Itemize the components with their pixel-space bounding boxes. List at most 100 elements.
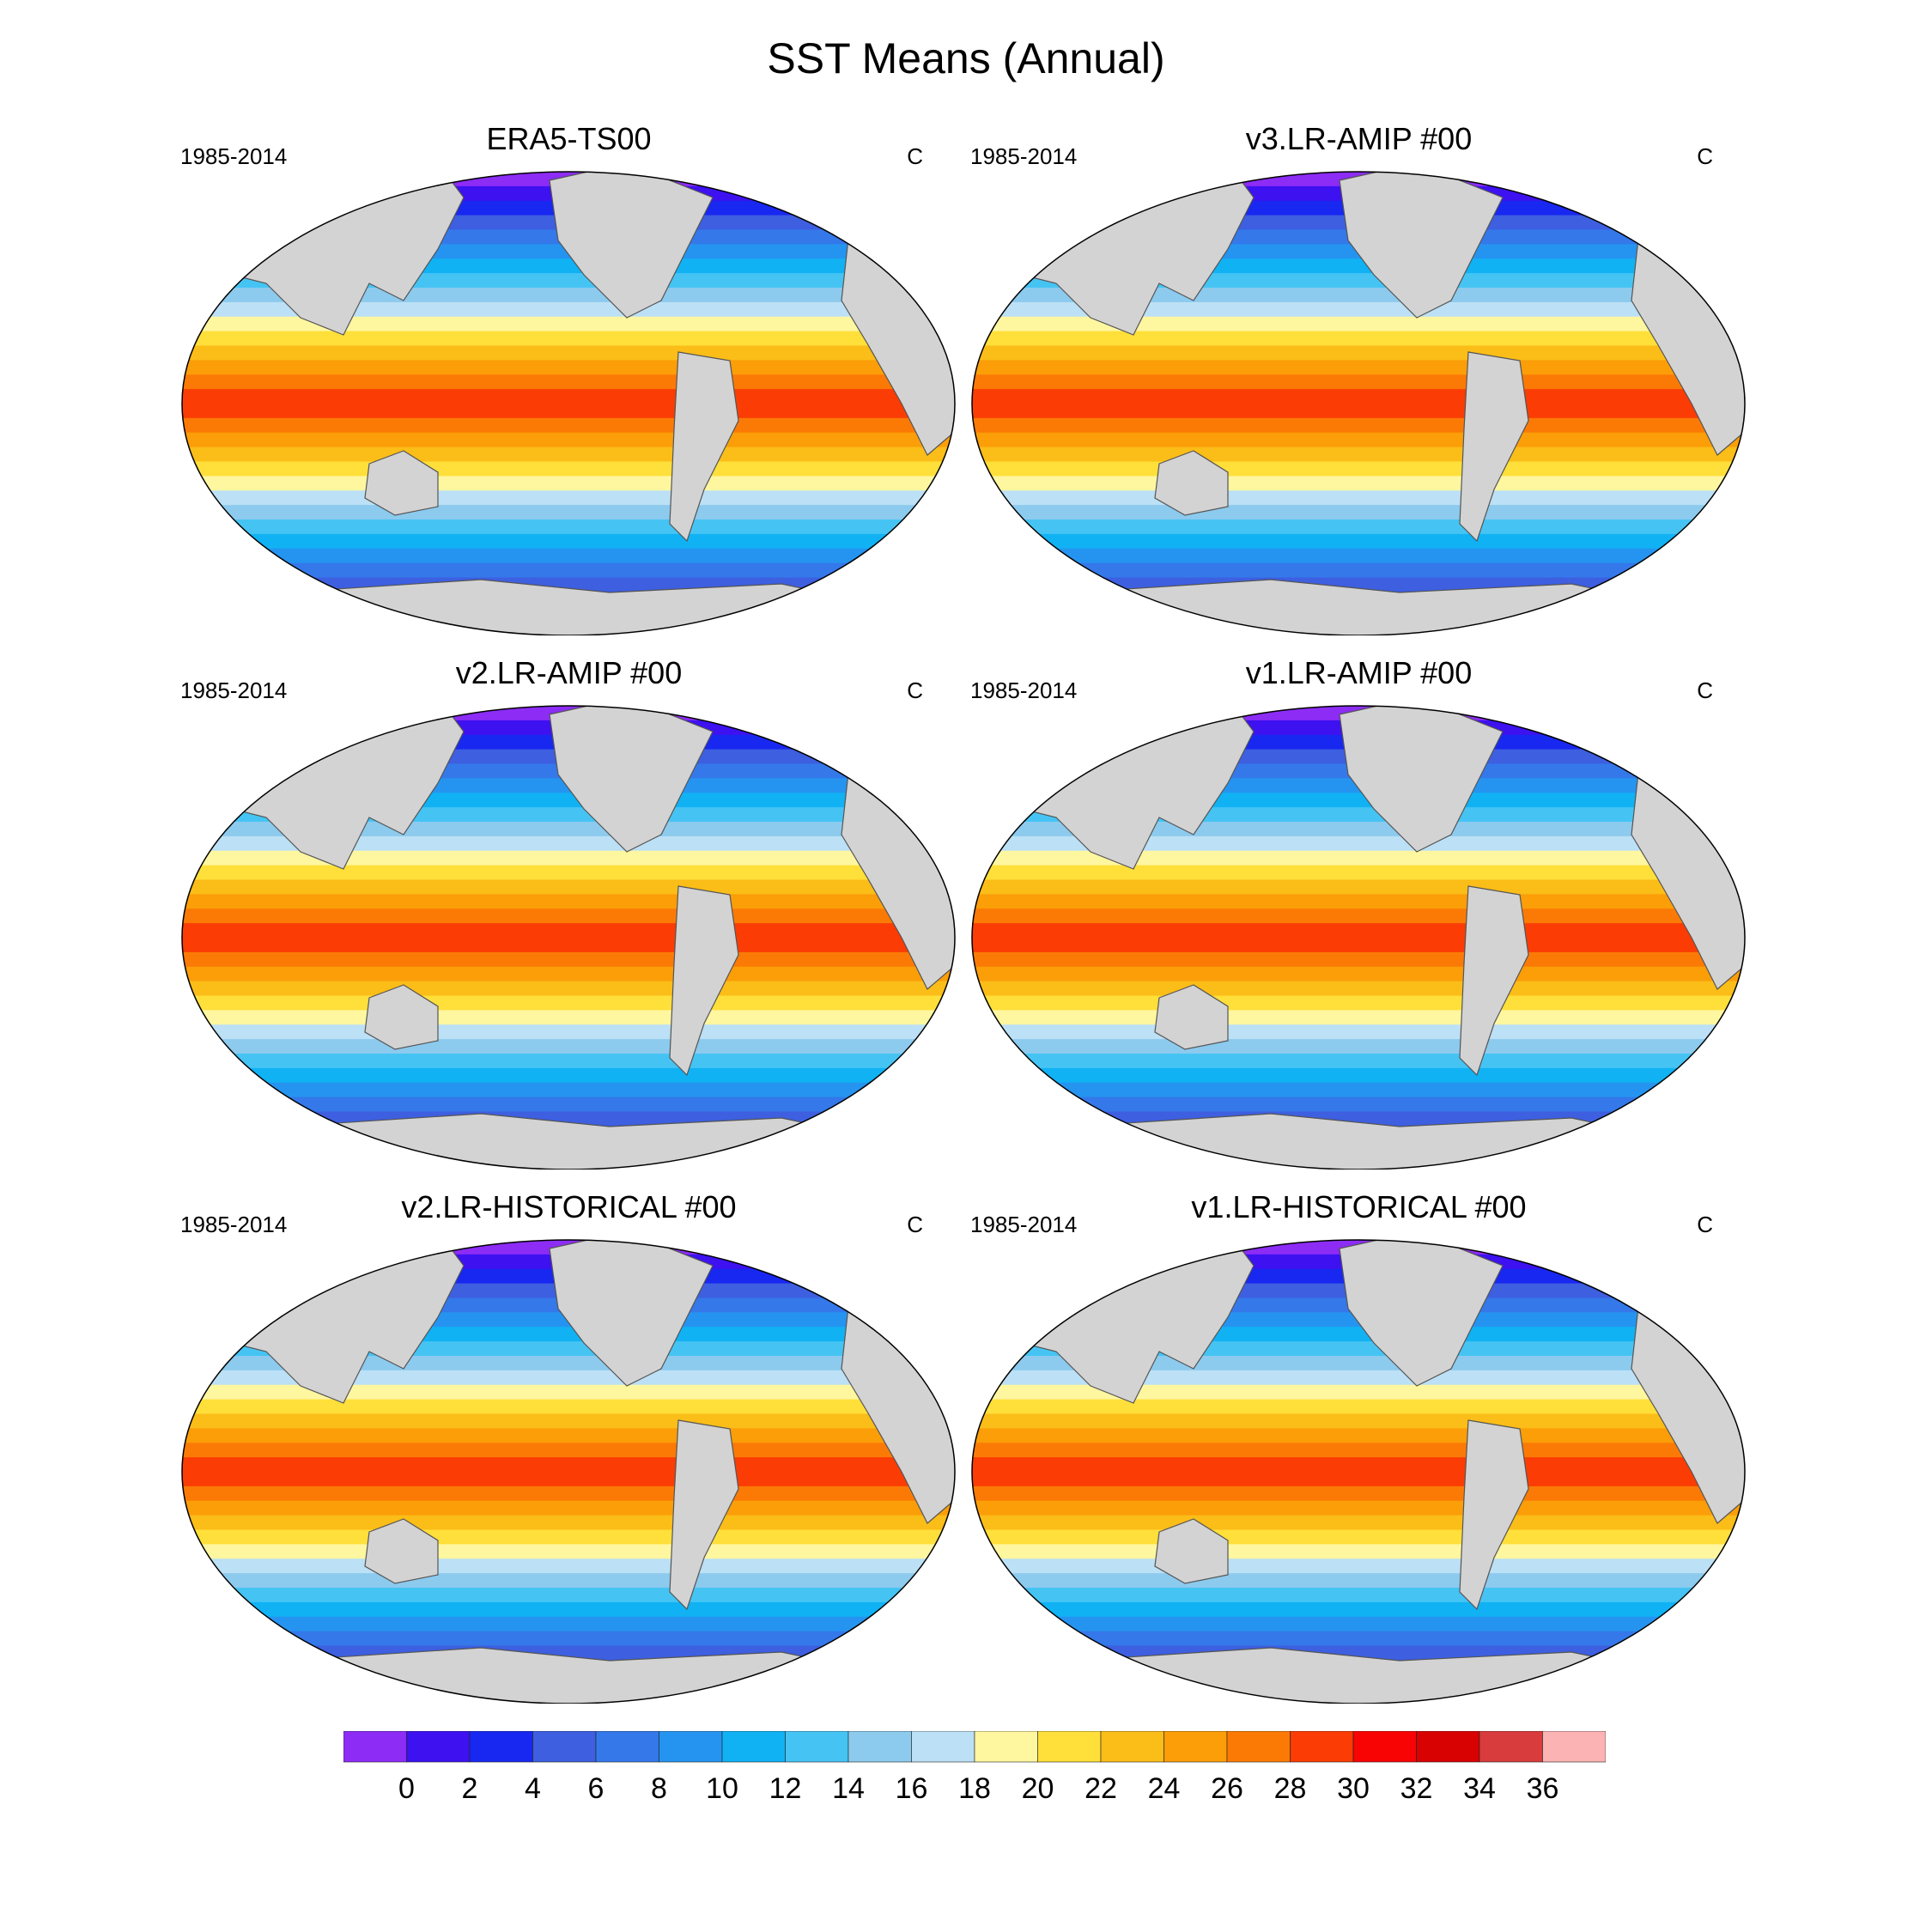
sst-map	[181, 705, 956, 1170]
map-panel: v3.LR-AMIP #00 1985-2014 C	[970, 120, 1747, 635]
sst-band	[972, 1472, 1745, 1487]
panel-units: C	[907, 143, 923, 169]
sst-band	[182, 1024, 955, 1041]
sst-band	[972, 1413, 1745, 1430]
sst-band	[182, 1529, 955, 1546]
sst-band	[182, 417, 955, 434]
sst-band	[972, 995, 1745, 1012]
sst-band	[972, 966, 1745, 982]
sst-band	[972, 1082, 1745, 1098]
sst-band	[972, 879, 1745, 896]
sst-band	[182, 1010, 955, 1026]
land-mass	[1154, 450, 1229, 516]
colorbar-tick-label: 0	[398, 1772, 415, 1805]
sst-band	[182, 1097, 955, 1113]
colorbar-tick-label: 28	[1274, 1772, 1307, 1805]
colorbar-box	[1100, 1731, 1164, 1763]
sst-band	[182, 316, 955, 332]
sst-band	[972, 1384, 1745, 1400]
colorbar-tick-label: 6	[588, 1772, 605, 1805]
map-outline	[971, 171, 1746, 635]
sst-band	[182, 1054, 955, 1069]
sst-band	[972, 1010, 1745, 1026]
sst-band	[972, 476, 1745, 492]
land-mass	[1154, 984, 1229, 1050]
sst-band	[972, 447, 1745, 463]
sst-band	[972, 1631, 1745, 1647]
panel-title: v1.LR-HISTORICAL #00	[1191, 1189, 1527, 1224]
sst-band	[972, 1573, 1745, 1589]
sst-band	[972, 345, 1745, 361]
sst-band	[182, 1588, 955, 1603]
panel-period: 1985-2014	[970, 677, 1078, 703]
land-mass	[364, 450, 439, 516]
sst-band	[972, 1544, 1745, 1560]
colorbar-tick-label: 18	[958, 1772, 991, 1805]
sst-band	[972, 850, 1745, 866]
panel-period: 1985-2014	[180, 677, 288, 703]
sst-map	[971, 171, 1746, 635]
sst-band	[182, 447, 955, 463]
colorbar-box	[974, 1731, 1038, 1763]
sst-band	[972, 1601, 1745, 1618]
sst-band	[182, 461, 955, 477]
sst-band	[972, 562, 1745, 579]
land-mass	[364, 1518, 439, 1584]
sst-band	[972, 908, 1745, 925]
panel-units: C	[907, 1212, 923, 1237]
sst-band	[182, 1067, 955, 1084]
sst-band	[182, 288, 955, 303]
colorbar-tick-label: 32	[1400, 1772, 1433, 1805]
colorbar-box	[1352, 1731, 1417, 1763]
sst-band	[182, 1370, 955, 1386]
panel-period: 1985-2014	[970, 1212, 1078, 1237]
sst-band	[972, 548, 1745, 564]
sst-band	[972, 835, 1745, 852]
sst-band	[972, 1024, 1745, 1041]
sst-band	[972, 981, 1745, 997]
colorbar-tick-label: 2	[462, 1772, 478, 1805]
sst-band	[972, 1588, 1745, 1603]
sst-band	[182, 301, 955, 318]
sst-band	[972, 1356, 1745, 1371]
panel-units: C	[1697, 677, 1713, 703]
sst-band	[972, 432, 1745, 448]
panel-title: v2.LR-HISTORICAL #00	[401, 1189, 737, 1224]
colorbar-box	[1163, 1731, 1228, 1763]
colorbar-tick-label: 24	[1148, 1772, 1181, 1805]
sst-band	[972, 923, 1745, 939]
panel-period: 1985-2014	[970, 143, 1078, 169]
sst-band	[972, 389, 1745, 404]
sst-map	[181, 171, 956, 635]
sst-band	[182, 562, 955, 579]
sst-map	[971, 705, 1746, 1170]
sst-band	[182, 1515, 955, 1531]
sst-band	[182, 835, 955, 852]
colorbar-box	[659, 1731, 723, 1763]
map-panel: ERA5-TS00 1985-2014 C	[180, 120, 957, 635]
sst-band	[182, 331, 955, 347]
sst-band	[182, 374, 955, 391]
sst-band	[972, 1054, 1745, 1069]
colorbar-tick-label: 8	[651, 1772, 667, 1805]
sst-band	[182, 490, 955, 507]
sst-band	[972, 1067, 1745, 1084]
sst-band	[972, 1443, 1745, 1459]
sst-band	[972, 938, 1745, 953]
sst-band	[972, 404, 1745, 419]
sst-band	[182, 1544, 955, 1560]
sst-band	[972, 360, 1745, 376]
land-mass	[1154, 1518, 1229, 1584]
sst-band	[972, 1399, 1745, 1415]
sst-band	[182, 1399, 955, 1415]
sst-band	[182, 1558, 955, 1575]
sst-band	[972, 865, 1745, 881]
sst-band	[182, 1082, 955, 1098]
sst-band	[972, 1616, 1745, 1632]
colorbar-box	[532, 1731, 597, 1763]
sst-band	[182, 981, 955, 997]
colorbar-tick-label: 14	[832, 1772, 865, 1805]
colorbar-tick-label: 22	[1084, 1772, 1117, 1805]
colorbar-box	[911, 1731, 975, 1763]
land-mass	[1459, 351, 1529, 543]
